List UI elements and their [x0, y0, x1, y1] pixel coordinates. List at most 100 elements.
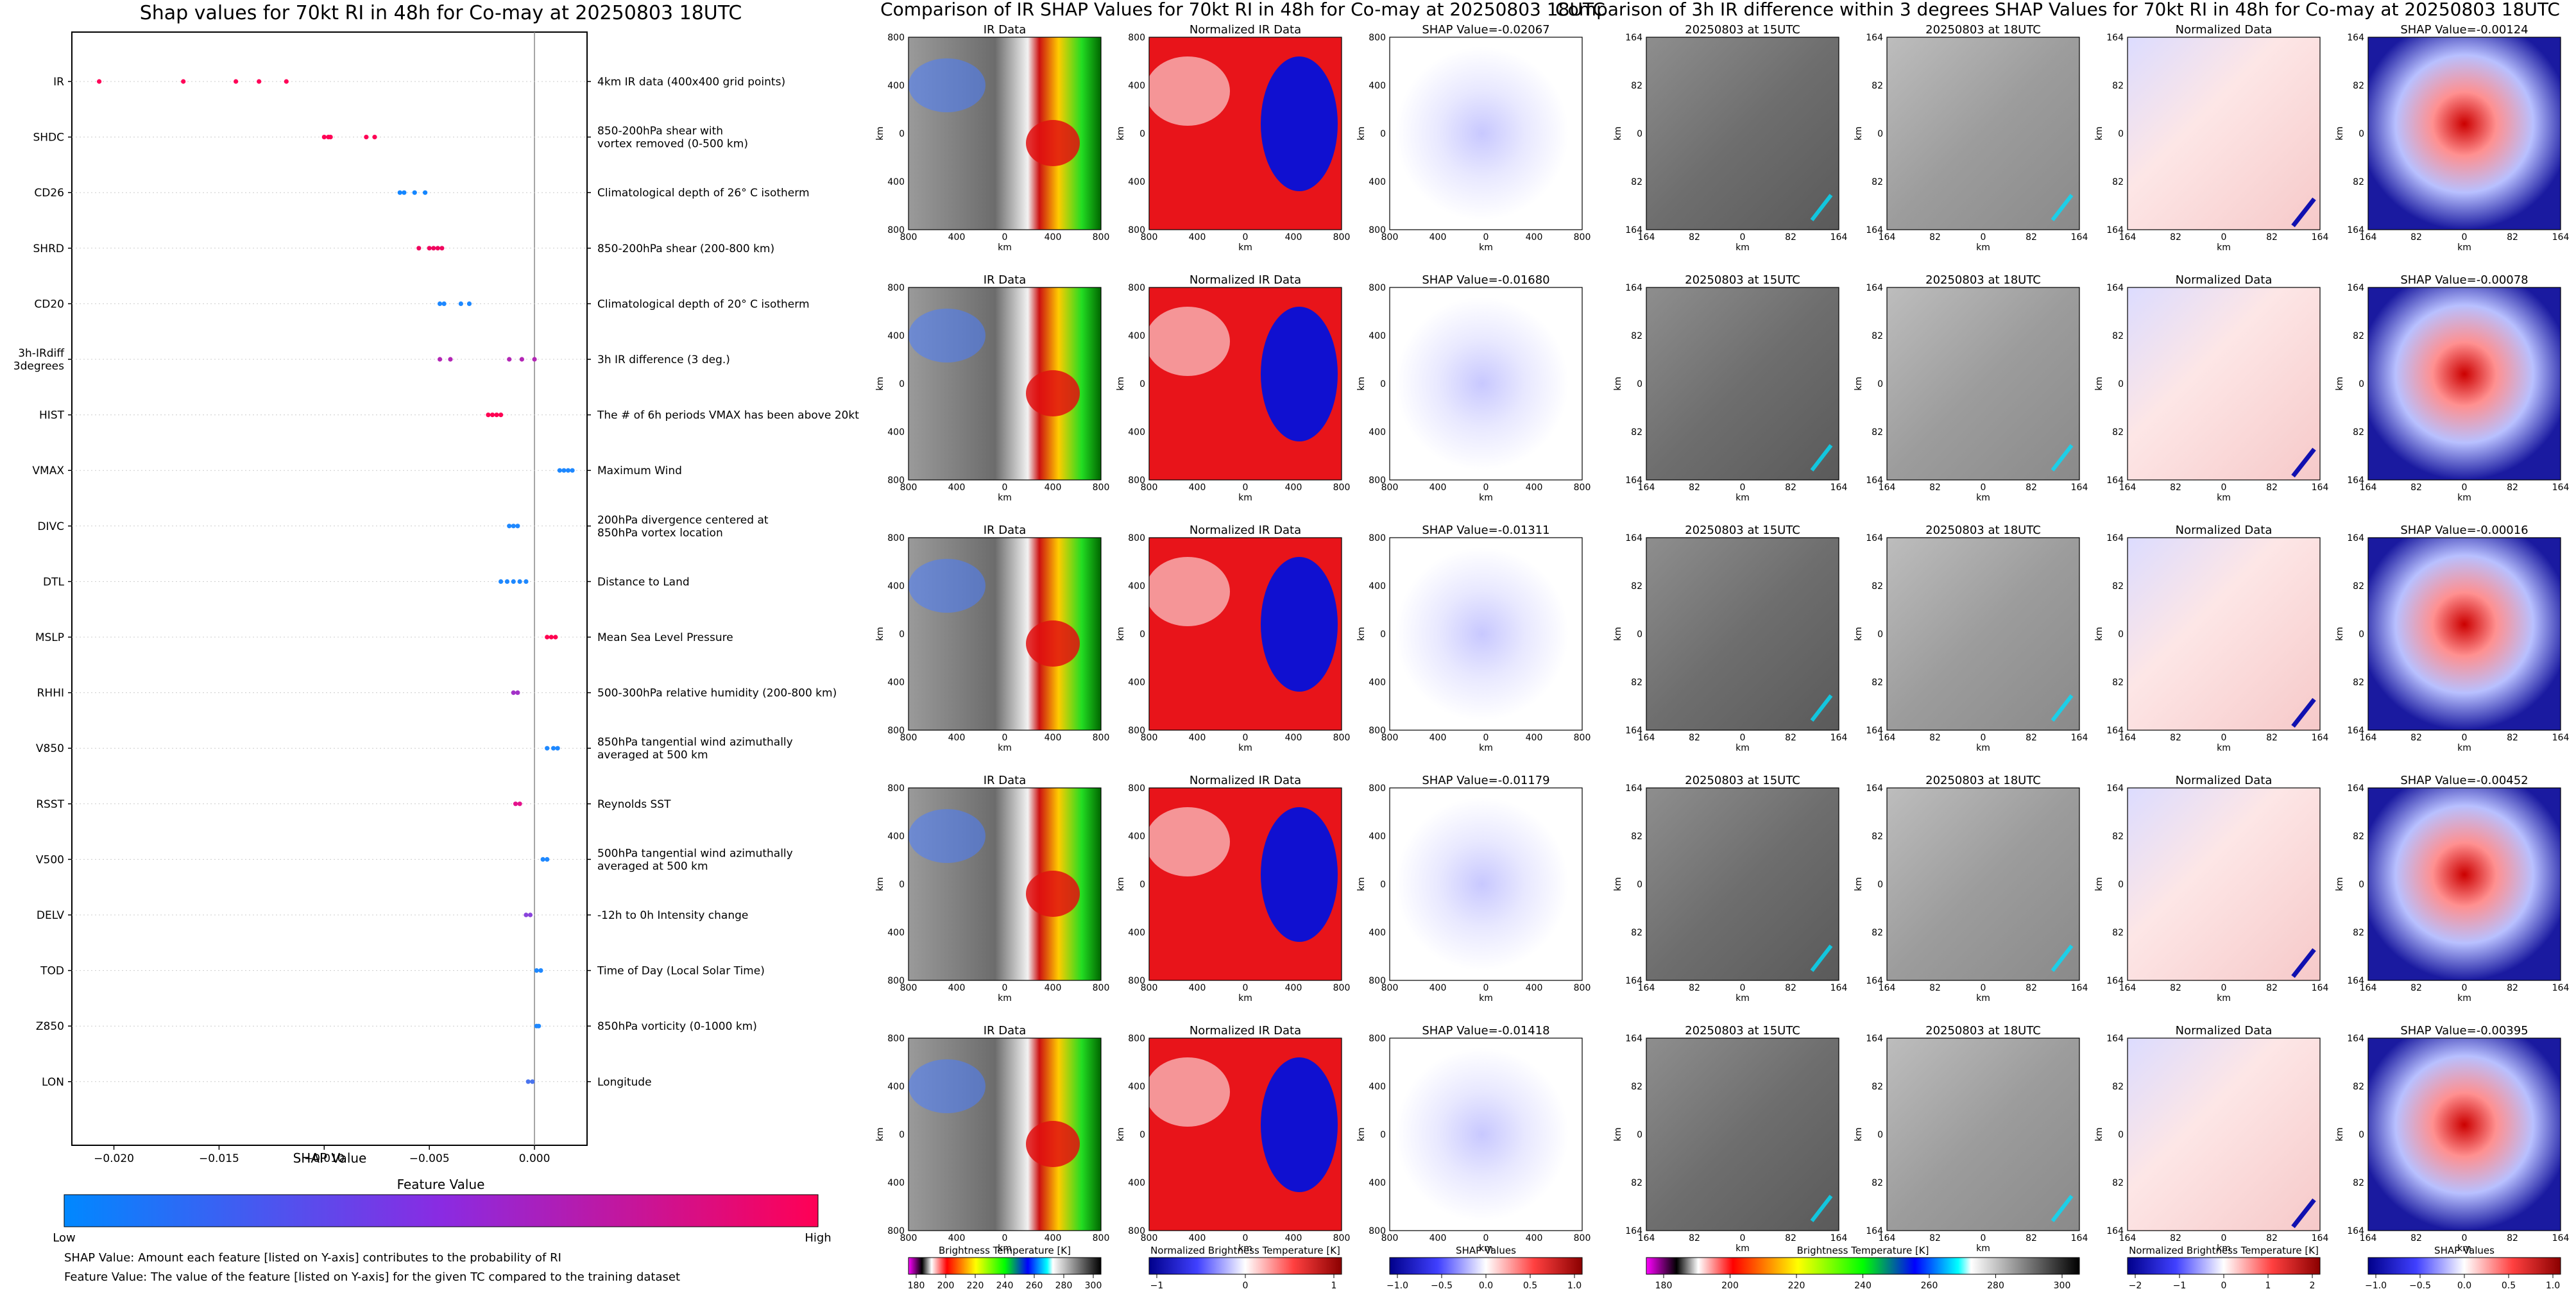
x-axis-label: km [998, 493, 1012, 503]
shap-point [372, 135, 377, 140]
panel-title: IR Data [984, 524, 1027, 537]
y-axis-label: km [1116, 126, 1126, 141]
xtick-label: 400 [1189, 983, 1206, 993]
xtick-label: 800 [1141, 232, 1158, 243]
xtick-label: 400 [1526, 232, 1543, 243]
note-feature-value: Feature Value: The value of the feature … [64, 1270, 680, 1284]
xtick-label: 800 [1381, 482, 1399, 493]
shap-panel-title: SHAP Value=-0.01311 [1422, 524, 1549, 537]
ytick-label: 0 [1380, 880, 1386, 890]
ytick-label: 164 [1625, 1226, 1642, 1236]
ytick-label: 82 [1631, 928, 1642, 938]
xtick-label: 800 [900, 482, 917, 493]
shap-point [553, 635, 558, 640]
shap-point [545, 635, 550, 640]
x-axis-label: km [2457, 993, 2471, 1003]
shap-point [412, 190, 417, 195]
shap-point [504, 579, 510, 585]
ytick-label: 0 [2118, 880, 2124, 890]
ytick-label: 164 [2347, 783, 2364, 794]
y-axis-label: km [1116, 1127, 1126, 1141]
panel-frame [1886, 37, 2080, 230]
ytick-label: 0 [899, 880, 905, 890]
panel-title: Normalized IR Data [1190, 1024, 1301, 1037]
ytick-label: 82 [1872, 177, 1883, 187]
panel-frame [1886, 787, 2080, 981]
xtick-label: 82 [2026, 232, 2037, 243]
ytick-label: 400 [1128, 678, 1145, 688]
feature-description: 850-200hPa shear (200-800 km) [597, 243, 774, 255]
colorbar-tick-label: −0.5 [2409, 1281, 2431, 1289]
feature-description: Distance to Land [597, 576, 690, 588]
colorbar-label: Brightness Temperature [K] [1797, 1245, 1929, 1256]
normalized-cloud-band [1145, 56, 1230, 126]
panel-title: Normalized Data [2176, 524, 2273, 537]
colorbar-tick-label: 280 [1987, 1281, 2004, 1289]
ytick-label: 164 [2347, 475, 2364, 486]
ytick-label: 0 [1877, 880, 1883, 890]
ir-cloud-band [908, 1059, 985, 1113]
panel-title: IR Data [984, 1024, 1027, 1037]
xtick-label: 800 [1574, 983, 1591, 993]
xtick-label: 0.000 [519, 1152, 550, 1165]
xtick-label: 82 [1785, 733, 1796, 743]
feature-description: Longitude [597, 1076, 652, 1089]
ytick-label: 400 [887, 678, 905, 688]
x-axis-label: km [998, 243, 1012, 253]
ytick-label: 800 [1369, 1226, 1386, 1236]
xtick-label: 164 [1830, 733, 1848, 743]
colorbar [1148, 1257, 1342, 1275]
panel-frame [1148, 537, 1342, 731]
feature-description: 200hPa divergence centered at [597, 514, 769, 527]
feature-description: Climatological depth of 20° C isotherm [597, 298, 810, 311]
ytick-label: 164 [1625, 783, 1642, 794]
shap-panel-title: SHAP Value=-0.01418 [1422, 1024, 1549, 1037]
y-axis-label: km [2094, 377, 2104, 391]
ir-18utc-image [1887, 1038, 2079, 1231]
ytick-label: 164 [1625, 33, 1642, 43]
x-axis-label: km [2457, 243, 2471, 253]
ytick-label: 800 [1369, 283, 1386, 293]
xtick-label: 0 [1981, 232, 1986, 243]
xtick-label: 800 [1381, 232, 1399, 243]
feature-name: VMAX [32, 465, 64, 477]
ytick-label: 0 [899, 129, 905, 139]
ir-15utc-image [1646, 37, 1839, 230]
colorbar-high: High [805, 1231, 831, 1245]
shap-panel-title: SHAP Value=-0.00016 [2400, 524, 2528, 537]
xtick-label: 82 [2170, 482, 2181, 493]
y-axis-label: km [2335, 126, 2345, 141]
cold-streak [2291, 1198, 2316, 1229]
feature-description: Reynolds SST [597, 798, 671, 811]
ytick-label: 0 [2358, 880, 2364, 890]
ytick-label: 164 [2106, 1226, 2124, 1236]
ytick-label: 82 [1872, 928, 1883, 938]
panel-frame [2367, 787, 2561, 981]
shap-point [545, 746, 550, 751]
xtick-label: 800 [1093, 733, 1110, 743]
x-axis-label: km [1976, 993, 1990, 1003]
colorbar-tick-label: 0.5 [2502, 1281, 2516, 1289]
x-axis-label: km [998, 743, 1012, 753]
colorbar-tick-label: 200 [937, 1281, 955, 1289]
ytick-label: 0 [2358, 629, 2364, 640]
ytick-label: 164 [2347, 726, 2364, 736]
xtick-label: 800 [1141, 482, 1158, 493]
ytick-label: 0 [2118, 129, 2124, 139]
ytick-label: 164 [1866, 726, 1883, 736]
xtick-label: −0.010 [304, 1152, 345, 1165]
ytick-label: 0 [1380, 629, 1386, 640]
xtick-label: 0 [1002, 482, 1008, 493]
shap-point [397, 190, 402, 195]
xtick-label: 82 [1929, 1233, 1941, 1243]
panel-frame [2127, 287, 2321, 481]
x-axis-label: km [1479, 243, 1493, 253]
y-axis-label: km [2094, 126, 2104, 141]
xtick-label: 164 [2312, 482, 2329, 493]
panel-frame [1886, 1037, 2080, 1231]
colorbar-tick-label: 2 [2310, 1281, 2316, 1289]
coast-feature [2051, 694, 2074, 722]
ytick-label: 164 [2106, 533, 2124, 543]
ytick-label: 164 [1866, 33, 1883, 43]
